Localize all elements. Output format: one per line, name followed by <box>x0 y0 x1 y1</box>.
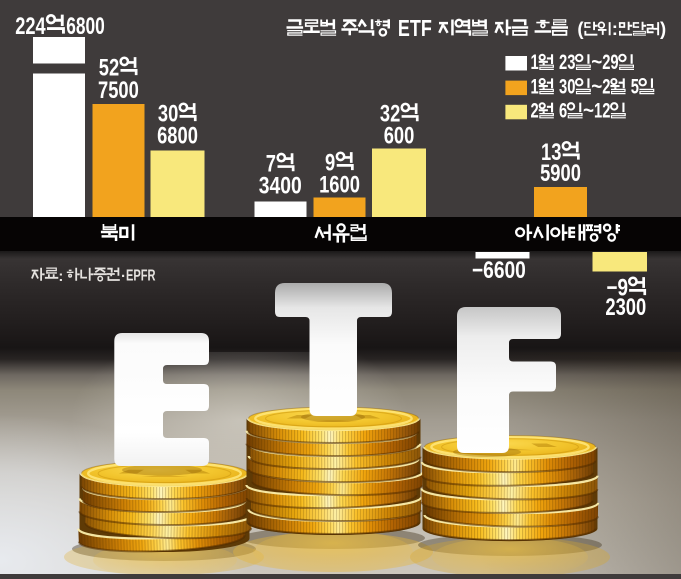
svg-text::: : <box>612 18 618 39</box>
svg-text:1: 1 <box>531 75 539 98</box>
svg-text:~: ~ <box>591 51 602 74</box>
svg-text:1: 1 <box>531 51 539 74</box>
svg-text:29: 29 <box>602 51 618 74</box>
svg-text:7500: 7500 <box>98 77 139 104</box>
svg-text::: : <box>58 268 63 285</box>
svg-text:9: 9 <box>325 150 335 177</box>
svg-text:3400: 3400 <box>259 173 302 200</box>
svg-text:5: 5 <box>631 75 639 98</box>
svg-text:224: 224 <box>15 13 46 40</box>
svg-text:7: 7 <box>266 151 276 178</box>
svg-text:12: 12 <box>594 100 610 123</box>
svg-text:EPFR: EPFR <box>126 268 156 285</box>
svg-text:ETF: ETF <box>398 15 432 41</box>
svg-text:5900: 5900 <box>540 160 581 187</box>
svg-text:2: 2 <box>602 75 610 98</box>
svg-text:30: 30 <box>559 75 575 98</box>
svg-text:2300: 2300 <box>605 294 646 321</box>
svg-text:~: ~ <box>591 75 602 98</box>
svg-text:1600: 1600 <box>319 172 360 199</box>
svg-text:2: 2 <box>531 100 539 123</box>
svg-text:−9: −9 <box>607 275 629 302</box>
svg-text:600: 600 <box>384 122 415 149</box>
svg-text:·: · <box>121 268 126 285</box>
svg-text:23: 23 <box>559 51 575 74</box>
svg-text:(: ( <box>577 18 584 39</box>
svg-text:6800: 6800 <box>66 13 105 40</box>
svg-text:30: 30 <box>158 101 178 128</box>
svg-text:6: 6 <box>559 100 567 123</box>
svg-text:): ) <box>660 18 666 39</box>
svg-text:6800: 6800 <box>157 123 198 150</box>
svg-text:52: 52 <box>99 55 119 82</box>
svg-text:~: ~ <box>583 100 594 123</box>
svg-text:−6600: −6600 <box>472 257 526 284</box>
svg-text:13: 13 <box>541 139 561 166</box>
svg-text:32: 32 <box>380 101 400 128</box>
